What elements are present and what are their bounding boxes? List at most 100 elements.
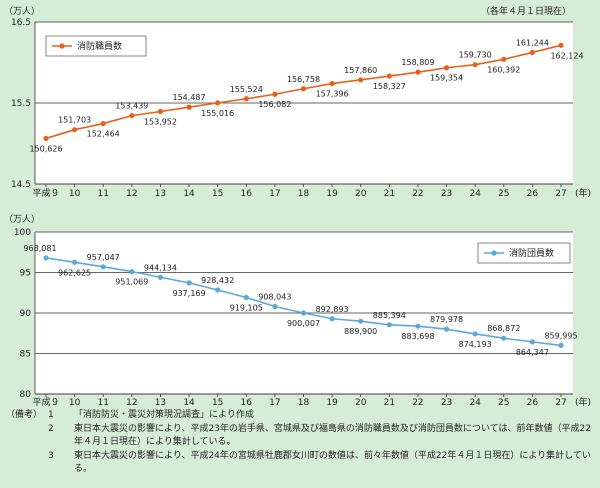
data-label: 157,860 — [344, 66, 377, 75]
data-point — [100, 120, 106, 127]
data-point — [100, 264, 106, 270]
x-tick-label: 16 — [241, 189, 253, 199]
y-tick-label: 80 — [20, 390, 32, 400]
data-point — [358, 77, 364, 83]
note-number: 3 — [48, 450, 54, 461]
x-tick-label: 13 — [155, 189, 166, 199]
data-label: 968,081 — [23, 244, 56, 253]
data-label: 944,134 — [144, 263, 177, 272]
legend-marker — [491, 250, 497, 256]
x-tick-label: 10 — [69, 398, 81, 408]
data-point — [215, 100, 221, 106]
note-row-1: （備考） 1 「消防防災・震災対策現況調査」により作成 — [6, 409, 596, 423]
data-label: 158,327 — [373, 82, 406, 91]
data-point — [215, 287, 221, 293]
data-point — [415, 323, 421, 329]
data-label: 937,169 — [173, 289, 206, 298]
data-point — [186, 280, 192, 286]
x-tick-label: 20 — [355, 398, 367, 408]
data-label: 879,978 — [430, 315, 463, 324]
data-point — [529, 49, 535, 56]
note-number: 1 — [48, 410, 54, 420]
data-label: 152,464 — [87, 130, 120, 139]
x-tick-label: 21 — [384, 398, 395, 408]
x-tick-label: 15 — [212, 189, 223, 199]
x-tick-label: 15 — [212, 398, 223, 408]
data-point — [43, 135, 49, 142]
legend-box — [45, 35, 147, 57]
data-label: 892,893 — [316, 305, 349, 314]
data-label: 864,347 — [516, 348, 549, 357]
x-tick-label: 25 — [498, 189, 509, 199]
data-label: 151,703 — [58, 116, 91, 125]
data-label: 159,354 — [430, 74, 463, 83]
x-tick-label: 19 — [326, 398, 338, 408]
data-point — [558, 42, 564, 48]
data-point — [300, 86, 307, 92]
x-tick-label: 27 — [555, 189, 566, 199]
data-label: 868,872 — [487, 324, 520, 333]
x-tick-label: 24 — [469, 398, 481, 408]
y-tick-label: 15.5 — [11, 99, 31, 109]
x-tick-label: 26 — [527, 398, 539, 408]
data-point — [72, 127, 78, 133]
data-point — [501, 56, 507, 62]
data-label: 153,439 — [115, 102, 148, 111]
data-point — [415, 69, 421, 75]
data-label: 161,244 — [516, 38, 549, 47]
data-point — [443, 326, 450, 332]
legend-label: 消防職員数 — [77, 40, 122, 52]
x-tick-label: 20 — [355, 189, 367, 199]
y-tick-label: 90 — [20, 309, 32, 319]
x-tick-label: 10 — [69, 189, 81, 199]
x-tick-label: 26 — [527, 189, 539, 199]
data-point — [329, 80, 335, 87]
data-point — [300, 310, 307, 316]
note-text: 「消防防災・震災対策現況調査」により作成 — [74, 410, 254, 420]
data-label: 951,069 — [115, 278, 148, 287]
y-unit-label: （万人） — [4, 6, 40, 17]
x-tick-label: 17 — [269, 189, 280, 199]
x-tick-label: 平成９ — [32, 187, 59, 199]
data-point — [157, 274, 164, 280]
x-tick-label: 22 — [412, 398, 423, 408]
x-tick-label: 19 — [326, 189, 338, 199]
x-tick-label: 12 — [126, 398, 137, 408]
data-point — [358, 318, 364, 324]
data-point — [129, 269, 135, 275]
data-label: 160,392 — [487, 65, 520, 74]
data-label: 150,626 — [29, 144, 62, 153]
x-tick-label: 23 — [441, 398, 452, 408]
x-tick-label: 18 — [298, 189, 310, 199]
note-text: 東日本大震災の影響により、平成23年の岩手県、宮城県及び福島県の消防職員数及び消… — [74, 423, 591, 448]
data-label: 874,193 — [459, 340, 492, 349]
x-tick-label: 27 — [555, 398, 566, 408]
x-tick-label: 24 — [469, 189, 481, 199]
data-point — [186, 104, 192, 110]
data-label: 156,082 — [258, 100, 291, 109]
x-tick-label: 22 — [412, 189, 423, 199]
data-label: 154,487 — [173, 93, 206, 102]
data-point — [443, 65, 450, 71]
x-tick-label: 23 — [441, 189, 452, 199]
x-tick-label: 14 — [183, 189, 195, 199]
data-label: 962,625 — [58, 268, 91, 277]
data-label: 859,995 — [544, 331, 577, 340]
x-tick-label: 16 — [241, 398, 253, 408]
data-point — [243, 294, 249, 301]
data-label: 153,952 — [144, 117, 177, 126]
data-point — [558, 342, 564, 349]
y-tick-label: 100 — [14, 228, 31, 238]
data-point — [386, 322, 392, 328]
y-unit-label: （万人） — [4, 214, 40, 225]
data-label: 889,900 — [344, 327, 377, 336]
data-point — [43, 255, 49, 261]
data-label: 156,758 — [287, 75, 320, 84]
note-row-3: 3 東日本大震災の影響により、平成24年の宮城県牡鹿郡女川町の数値は、前々年数値… — [6, 450, 596, 477]
legend-marker — [59, 43, 65, 49]
y-tick-label: 14.5 — [11, 180, 31, 190]
data-point — [72, 259, 78, 265]
data-point — [501, 335, 507, 341]
data-point — [386, 73, 392, 79]
